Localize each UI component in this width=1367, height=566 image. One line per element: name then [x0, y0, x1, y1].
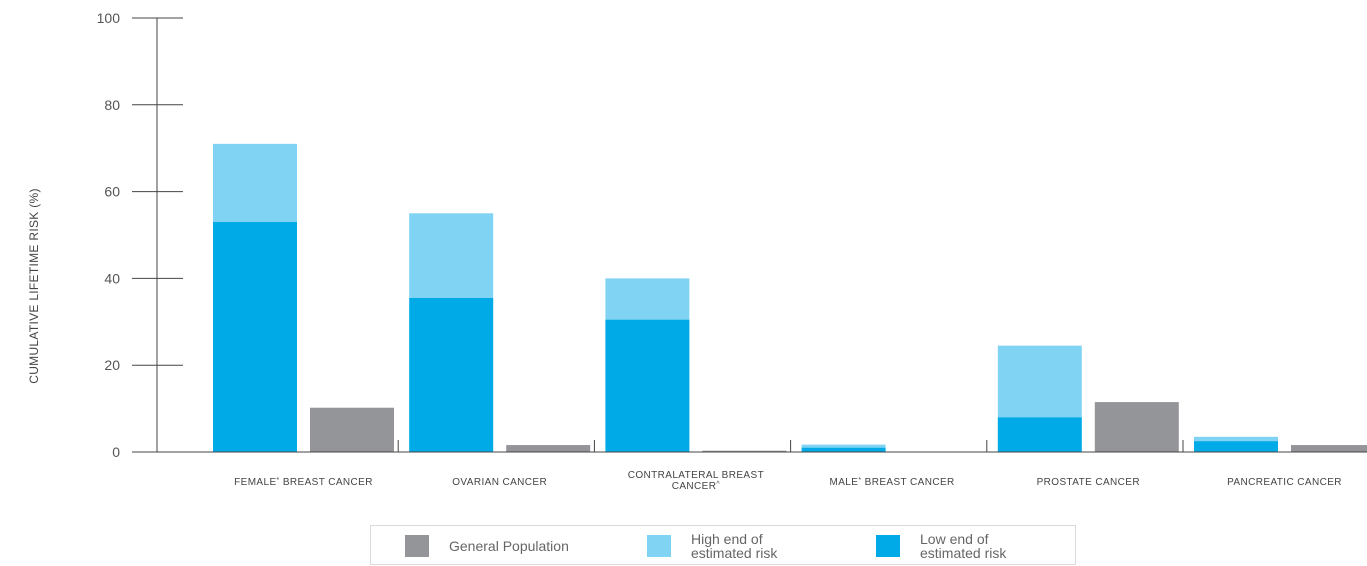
y-tick-label-20: 20	[104, 357, 120, 373]
y-tick-label-0: 0	[112, 444, 120, 460]
legend: General Population High end of estimated…	[370, 525, 1076, 565]
legend-label-high: High end of estimated risk	[691, 532, 777, 560]
bar-high-pancreatic-cancer	[1194, 437, 1278, 441]
legend-label-general: General Population	[449, 539, 569, 553]
bar-general-female-breast-cancer	[310, 408, 394, 452]
bars	[213, 144, 1367, 452]
risk-bar-chart: 0 20 40 60 80 100 FEMALE* BREAST CANCER OVARIA…	[0, 0, 1367, 525]
x-tick-label-male-breast-cancer: MALE* BREAST CANCER	[830, 477, 955, 489]
bar-high-prostate-cancer	[998, 346, 1082, 418]
bar-low-female-breast-cancer	[213, 222, 297, 452]
legend-swatch-high	[647, 535, 671, 557]
bar-low-contralateral-breast	[605, 320, 689, 452]
bar-high-male-breast-cancer	[802, 445, 886, 448]
y-tick-label-60: 60	[104, 184, 120, 200]
bar-low-ovarian-cancer	[409, 298, 493, 452]
legend-item-low-end: Low end of estimated risk	[876, 526, 1006, 566]
x-tick-label-ovarian-cancer: OVARIAN CANCER	[452, 477, 547, 488]
legend-item-high-end: High end of estimated risk	[647, 526, 777, 566]
bar-low-prostate-cancer	[998, 417, 1082, 452]
y-tick-label-80: 80	[104, 97, 120, 113]
bar-high-female-breast-cancer	[213, 144, 297, 222]
y-axis: 0 20 40 60 80 100	[97, 10, 183, 460]
bar-high-contralateral-breast	[605, 278, 689, 319]
bar-high-ovarian-cancer	[409, 213, 493, 298]
x-tick-label-prostate-cancer: PROSTATE CANCER	[1037, 477, 1140, 488]
bar-general-prostate-cancer	[1095, 402, 1179, 452]
bar-general-pancreatic-cancer	[1291, 445, 1367, 452]
y-tick-label-100: 100	[97, 10, 121, 26]
bar-low-pancreatic-cancer	[1194, 441, 1278, 452]
y-axis-label: CUMULATIVE LIFETIME RISK (%)	[27, 188, 41, 384]
x-tick-label-pancreatic-cancer: PANCREATIC CANCER	[1227, 477, 1342, 488]
legend-label-low: Low end of estimated risk	[920, 532, 1006, 560]
legend-item-general-population: General Population	[405, 526, 569, 566]
bar-low-male-breast-cancer	[802, 448, 886, 452]
legend-swatch-low	[876, 535, 900, 557]
x-tick-label-female-breast-cancer: FEMALE* BREAST CANCER	[234, 477, 373, 489]
y-tick-label-40: 40	[104, 270, 120, 286]
bar-general-ovarian-cancer	[506, 445, 590, 452]
legend-swatch-general	[405, 535, 429, 557]
